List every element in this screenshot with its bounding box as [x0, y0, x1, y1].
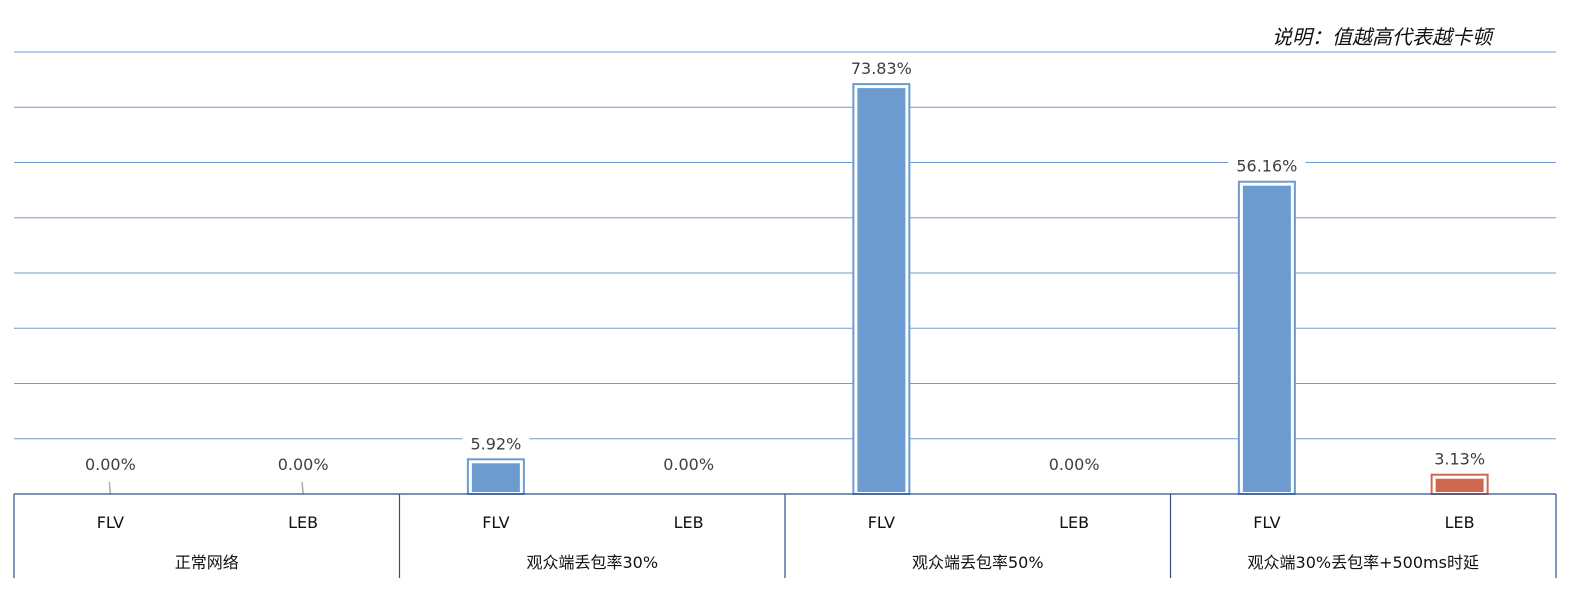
label-background [1040, 453, 1108, 476]
category-label: LEB [1059, 513, 1089, 532]
leader-line [301, 481, 304, 495]
bar [857, 88, 906, 493]
group-label: 观众端丢包率30% [526, 553, 658, 572]
category-label: FLV [482, 513, 509, 532]
group-label: 观众端30%丢包率+500ms时延 [1248, 553, 1479, 572]
bar [1242, 185, 1291, 492]
chart-note: 说明：值越高代表越卡顿 [1272, 25, 1495, 49]
category-label: LEB [674, 513, 704, 532]
category-label: FLV [868, 513, 895, 532]
category-label: LEB [288, 513, 318, 532]
label-background [655, 453, 723, 476]
group-label: 正常网络 [175, 553, 239, 572]
category-label: LEB [1445, 513, 1475, 532]
label-background [1228, 154, 1306, 178]
label-background [842, 57, 920, 81]
bars: 0.00% 0.00% 5.92% 0.00% 73.83% 0.00% 56.16% 3.1… [76, 57, 1494, 496]
category-label: FLV [97, 513, 124, 532]
group-label: 观众端丢包率50% [912, 553, 1044, 572]
data-label: 0.00% [278, 455, 329, 474]
category-axis: FLV LEB 正常网络 FLV LEB 观众端丢包率30% FLV LEB 观众端丢包率50%… [13, 493, 1557, 578]
label-background [462, 432, 530, 456]
data-label: 3.13% [1434, 450, 1485, 469]
data-label: 5.92% [470, 434, 521, 453]
data-label: 0.00% [1049, 455, 1100, 474]
bar [471, 463, 520, 492]
bar [1435, 478, 1484, 492]
label-background [1426, 447, 1494, 471]
data-label: 0.00% [663, 455, 714, 474]
label-background [269, 453, 337, 476]
data-label: 73.83% [851, 59, 912, 78]
data-label: 0.00% [85, 455, 136, 474]
category-label: FLV [1253, 513, 1280, 532]
gridlines [14, 51, 1556, 440]
leader-line [108, 481, 112, 495]
data-label: 56.16% [1236, 157, 1297, 176]
label-background [76, 453, 144, 476]
